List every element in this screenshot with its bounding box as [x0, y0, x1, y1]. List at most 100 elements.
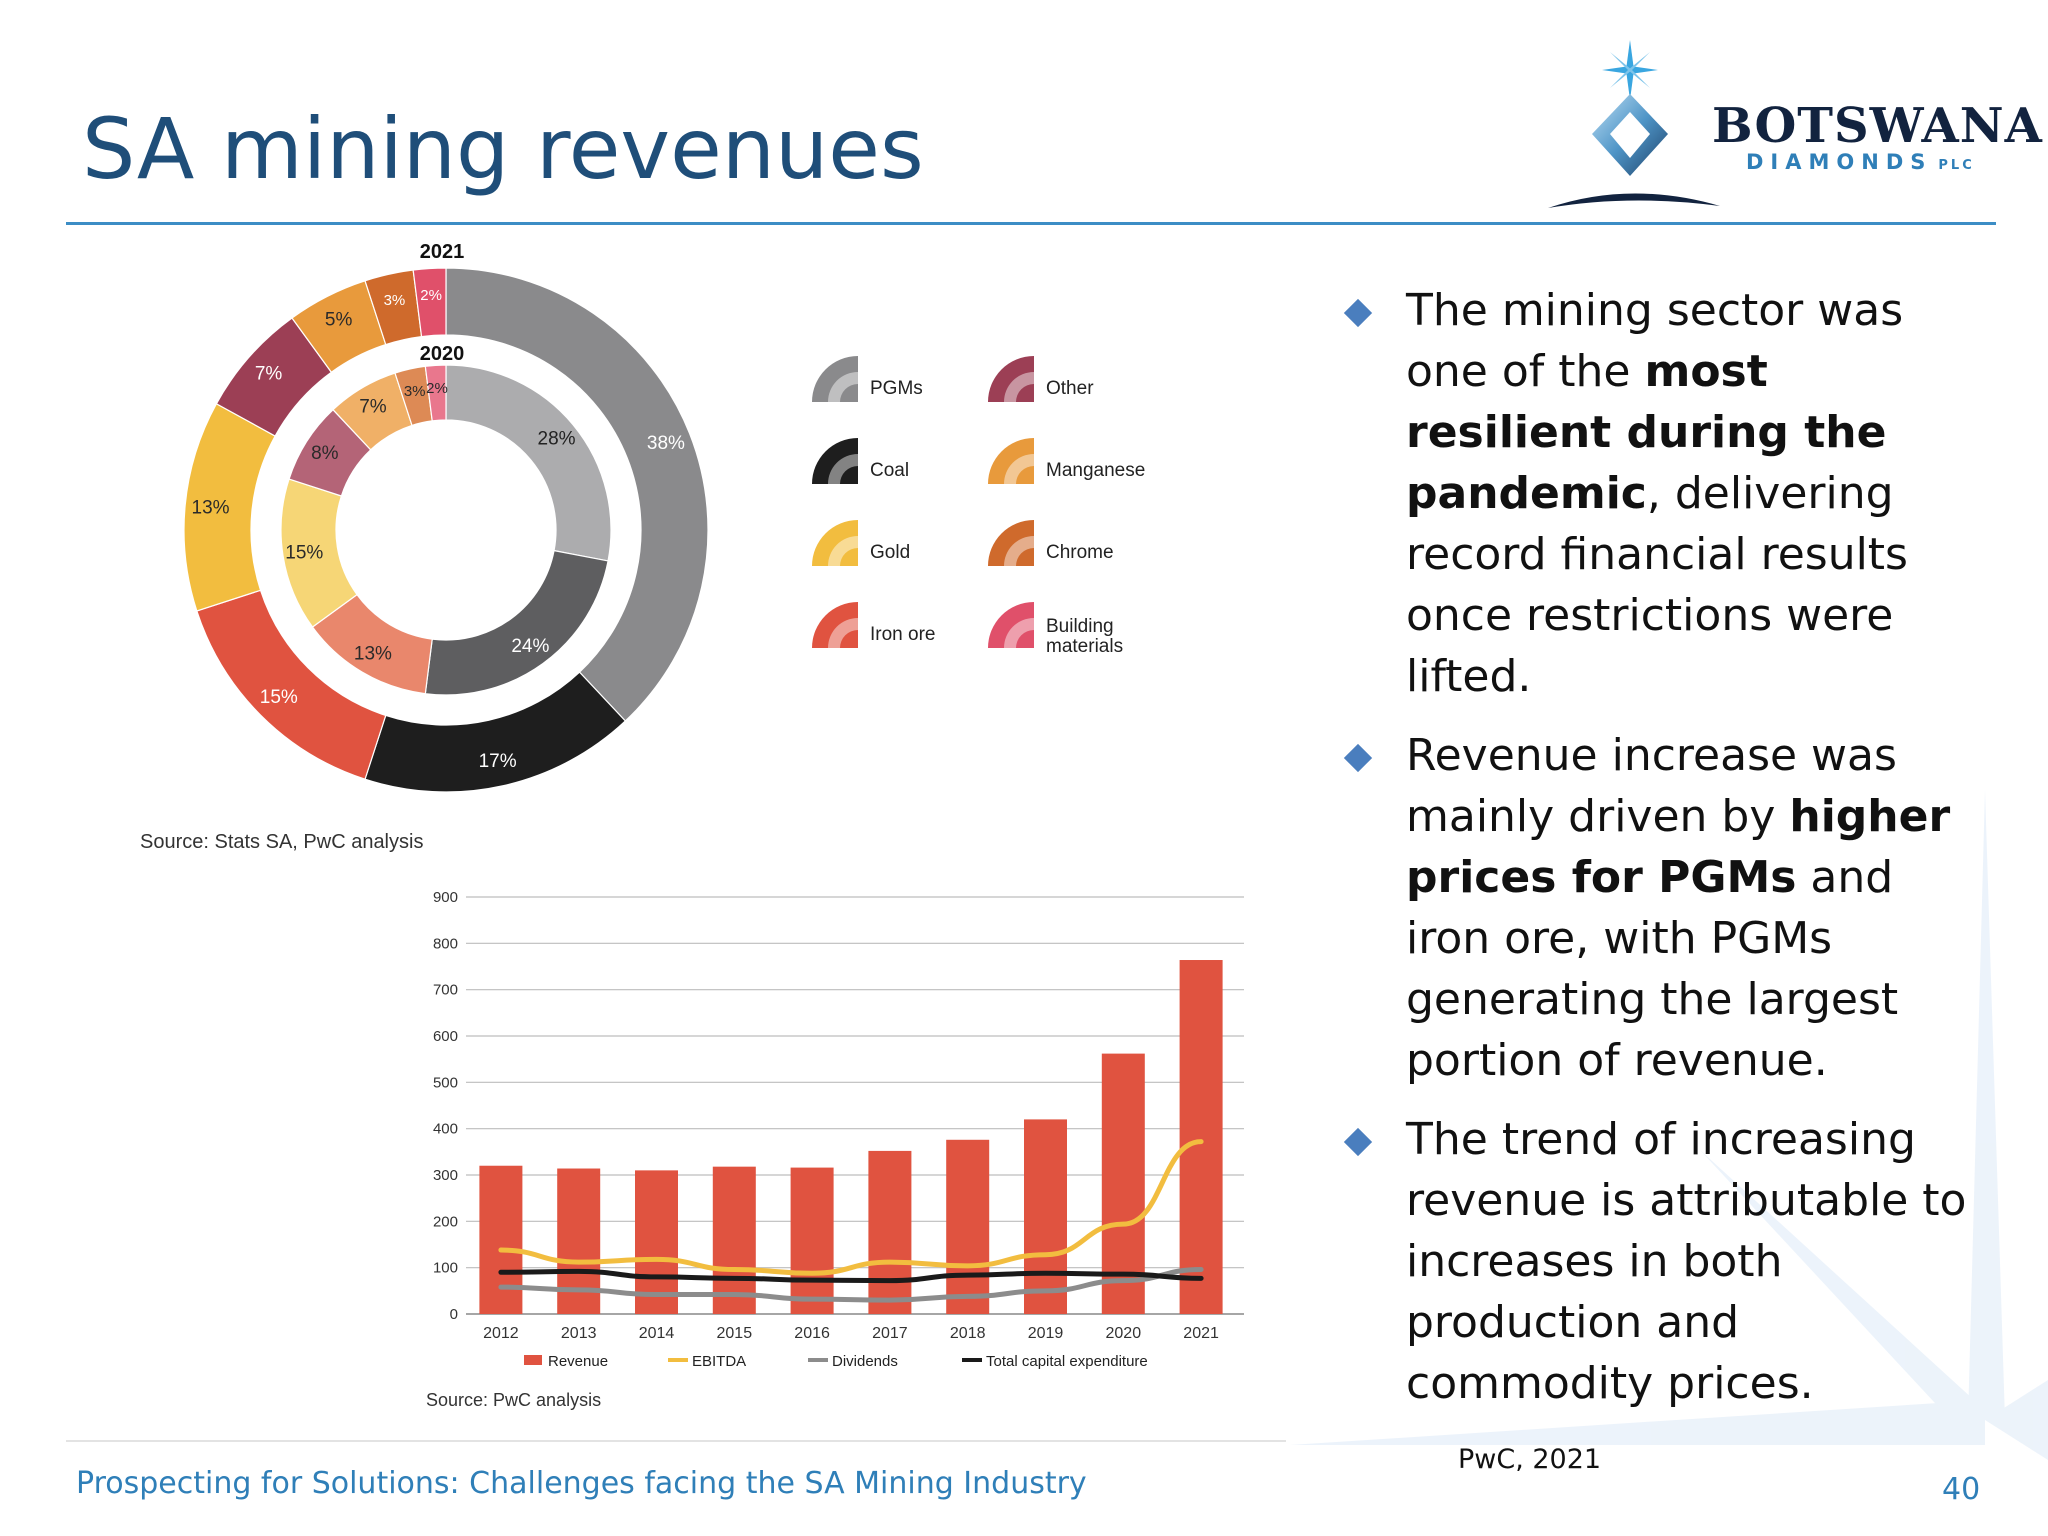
- bar-revenue-2019: [1024, 1119, 1067, 1314]
- legend-label: PGMs: [870, 378, 923, 399]
- donut-value-label: 8%: [311, 443, 339, 464]
- legend-item: PGMs: [812, 356, 923, 402]
- y-tick-label: 700: [433, 982, 458, 999]
- bullet-diamond-icon: [1343, 743, 1373, 773]
- legend-swatch-icon: [988, 602, 1034, 648]
- x-tick-label: 2017: [872, 1325, 908, 1342]
- legend-swatch-icon: [962, 1358, 982, 1362]
- x-tick-label: 2021: [1183, 1325, 1219, 1342]
- bullet-text: The mining sector was one of the: [1406, 285, 1904, 397]
- legend-item: Manganese: [988, 438, 1145, 484]
- bullet-item: The trend of increasing revenue is attri…: [1340, 1109, 1980, 1414]
- legend-label: Total capital expenditure: [986, 1353, 1148, 1370]
- y-tick-label: 900: [433, 889, 458, 906]
- legend-label: materials: [1046, 636, 1123, 657]
- x-tick-label: 2013: [561, 1325, 597, 1342]
- bullet-emphasis: most resilient during the pandemic: [1406, 346, 1887, 519]
- legend-item: Iron ore: [812, 602, 935, 648]
- x-tick-label: 2015: [717, 1325, 753, 1342]
- citation: PwC, 2021: [1458, 1444, 1602, 1475]
- donut-2021-slice-building-materials: [412, 267, 447, 338]
- bar-revenue-2017: [868, 1150, 912, 1314]
- legend-swatch-inner: [828, 618, 858, 648]
- legend-swatch-icon: [812, 602, 858, 648]
- legend-item: Other: [988, 356, 1094, 402]
- legend-label: Gold: [870, 542, 910, 563]
- legend-label: Chrome: [1046, 542, 1114, 563]
- donut-value-label: 38%: [647, 433, 685, 454]
- bullet-text: and iron ore, with PGMs generating the l…: [1406, 852, 1899, 1086]
- page-title: SA mining revenues: [82, 100, 924, 198]
- donut-value-label: 28%: [538, 429, 576, 450]
- legend-item: Gold: [812, 520, 910, 566]
- x-tick-label: 2019: [1028, 1325, 1064, 1342]
- donut-legend: PGMs Other Coal Manganese Gold Chrome Iron ore…: [812, 356, 1145, 657]
- bullet-item: Revenue increase was mainly driven by hi…: [1340, 725, 1980, 1091]
- bar-revenue-2015: [712, 1166, 756, 1314]
- legend-label: EBITDA: [692, 1353, 746, 1370]
- donut-rings: 38%17%15%13%7%5%3% 2%202128%24%13%15%8%7%…: [183, 241, 709, 793]
- legend-swatch-inner: [828, 372, 858, 402]
- bullet-text: Revenue increase was mainly driven by: [1406, 730, 1897, 842]
- title-divider: [66, 222, 1996, 225]
- x-tick-label: 2018: [950, 1325, 986, 1342]
- footer-title: Prospecting for Solutions: Challenges fa…: [76, 1466, 1087, 1501]
- x-tick-label: 2014: [639, 1325, 675, 1342]
- bar-revenue-2014: [635, 1170, 678, 1314]
- bullet-text: The trend of increasing revenue is attri…: [1406, 1114, 1967, 1409]
- legend-label: Revenue: [548, 1353, 608, 1370]
- bar-revenue-2016: [790, 1167, 834, 1314]
- legend-swatch-icon: [812, 520, 858, 566]
- donut-value-label: 2%: [420, 287, 442, 304]
- logo-wordmark: BOTSWANA: [1712, 98, 2043, 154]
- x-tick-label: 2020: [1106, 1325, 1142, 1342]
- y-tick-label: 0: [450, 1306, 458, 1323]
- x-tick-label: 2012: [483, 1325, 519, 1342]
- y-tick-label: 600: [433, 1028, 458, 1045]
- key-points-list: The mining sector was one of the most re…: [1340, 280, 1980, 1432]
- y-tick-label: 400: [433, 1121, 458, 1138]
- bar-revenue-2020: [1101, 1053, 1145, 1314]
- donut-value-label: 2%: [426, 380, 448, 397]
- bar-chart-area: 0 100 200 300 400 500 600 700 800 900 2012 2013 2014…: [433, 889, 1244, 1370]
- bar-revenue-2021: [1179, 960, 1223, 1314]
- legend-swatch-icon: [808, 1358, 828, 1362]
- x-tick-label: 2016: [794, 1325, 830, 1342]
- donut-value-label: 24%: [511, 636, 549, 657]
- footer-divider: [66, 1440, 1286, 1442]
- legend-swatch-inner: [1004, 536, 1034, 566]
- y-tick-label: 500: [433, 1074, 458, 1091]
- donut-value-label: 13%: [354, 644, 392, 665]
- bar-source-note: Source: PwC analysis: [426, 1390, 602, 1410]
- legend-swatch-inner: [1004, 454, 1034, 484]
- donut-2020-slice-pgms: [445, 364, 612, 562]
- bullet-diamond-icon: [1343, 298, 1373, 328]
- legend-item: Chrome: [988, 520, 1114, 566]
- legend-swatch-inner: [1004, 372, 1034, 402]
- donut-value-label: 3%: [404, 383, 426, 400]
- donut-value-label: 15%: [285, 542, 323, 563]
- legend-swatch-icon: [668, 1358, 688, 1362]
- botswana-diamonds-logo: [1548, 40, 1720, 208]
- donut-ring-label-2021: 2021: [420, 241, 465, 263]
- donut-2020-slice-coal: [424, 549, 609, 696]
- mining-revenue-donut-chart: 38%17%15%13%7%5%3% 2%202128%24%13%15%8%7%…: [183, 241, 1145, 793]
- donut-value-label: 7%: [255, 364, 283, 385]
- legend-swatch-icon: [988, 520, 1034, 566]
- bullet-item: The mining sector was one of the most re…: [1340, 280, 1980, 707]
- donut-2021-slice-pgms: [445, 267, 709, 722]
- legend-swatch-inner: [1004, 618, 1034, 648]
- y-tick-label: 800: [433, 935, 458, 952]
- donut-value-label: 15%: [260, 687, 298, 708]
- donut-value-label: 3%: [384, 292, 406, 309]
- legend-swatch-icon: [812, 356, 858, 402]
- bar-revenue-2012: [479, 1165, 523, 1314]
- bar-revenue-2018: [946, 1139, 990, 1314]
- legend-item: Coal: [812, 438, 909, 484]
- logo-sub-text: DIAMONDS: [1746, 150, 1933, 174]
- diamond-star-icon: [1548, 40, 1720, 208]
- legend-swatch-icon: [988, 356, 1034, 402]
- line-dividends: [498, 1267, 1204, 1303]
- legend-swatch-inner: [828, 536, 858, 566]
